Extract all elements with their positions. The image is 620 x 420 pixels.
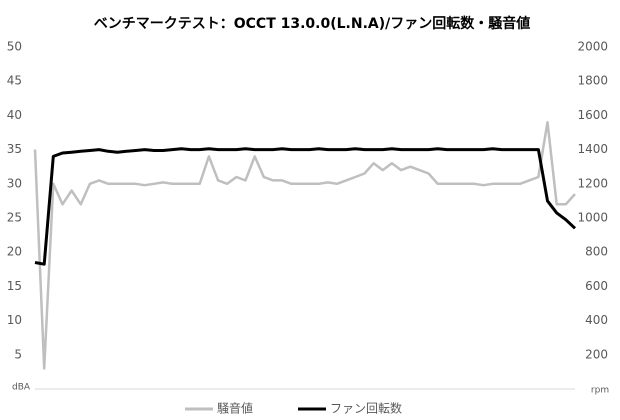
y-axis-label: dBA [12, 383, 31, 393]
y2-tick-label: 2000 [577, 40, 608, 54]
y-tick-label: 35 [7, 142, 22, 156]
data-line [33, 120, 576, 370]
y2-tick-label: 1000 [577, 211, 608, 225]
y2-tick-label: 600 [585, 279, 608, 293]
legend-label: 騒音値 [217, 401, 253, 416]
y2-tick-label: 200 [585, 347, 608, 361]
chart-title: ベンチマークテスト：OCCT 13.0.0(L.N.A)/ファン回転数・騒音値 [94, 15, 531, 32]
y-tick-label: 40 [7, 108, 22, 122]
y2-axis-label: rpm [591, 386, 609, 396]
y-tick-label: 15 [7, 279, 22, 293]
legend-label: ファン回転数 [330, 401, 402, 416]
y2-tick-label: 1800 [577, 74, 608, 88]
y2-tick-label: 800 [585, 245, 608, 259]
y-tick-label: 50 [7, 40, 22, 54]
y-tick-label: 20 [7, 245, 22, 259]
y-tick-label: 30 [7, 176, 22, 190]
y-tick-label: 10 [7, 313, 22, 327]
y2-tick-label: 1600 [577, 108, 608, 122]
y-tick-label: 25 [7, 211, 22, 225]
data-line [34, 147, 577, 266]
y2-tick-label: 400 [585, 313, 608, 327]
y2-tick-label: 1400 [577, 142, 608, 156]
y2-tick-label: 1200 [577, 176, 608, 190]
y-tick-label: 5 [14, 347, 22, 361]
y-tick-label: 45 [7, 74, 22, 88]
